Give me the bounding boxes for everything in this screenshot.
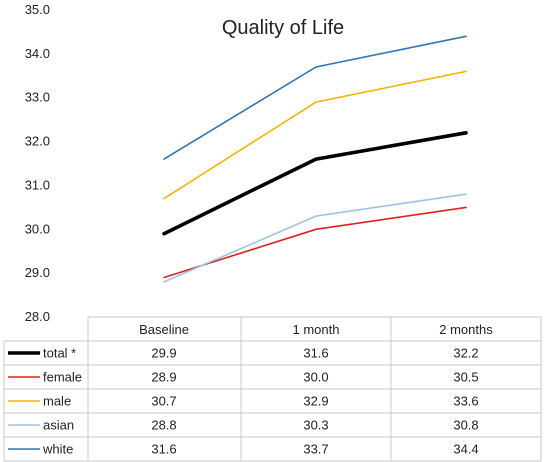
category-header: Baseline (139, 322, 189, 337)
data-table: Baseline 1 month 2 months total * 29.9 31.6 32… (3, 316, 542, 462)
y-tick-label: 29.0 (25, 265, 50, 280)
data-label: 33.7 (303, 442, 328, 457)
data-label: 32.9 (303, 394, 328, 409)
data-label: 29.9 (151, 346, 176, 361)
data-label: 32.2 (453, 346, 478, 361)
series-line-asian (163, 193, 467, 283)
data-label: 30.0 (303, 370, 328, 385)
y-axis-ticks: 35.0 34.0 33.0 32.0 31.0 30.0 29.0 28.0 (25, 2, 50, 324)
data-label: 34.4 (453, 442, 478, 457)
y-tick-label: 35.0 (25, 2, 50, 17)
legend-label-white: white (42, 442, 73, 457)
data-label: 30.5 (453, 370, 478, 385)
y-tick-label: 31.0 (25, 177, 50, 192)
data-label: 31.6 (303, 346, 328, 361)
data-label: 28.8 (151, 418, 176, 433)
category-header: 2 months (439, 322, 493, 337)
data-label: 31.6 (151, 442, 176, 457)
series-line-female (163, 206, 467, 279)
legend-label-asian: asian (43, 418, 74, 433)
category-header: 1 month (293, 322, 340, 337)
series-line-male (163, 70, 467, 200)
series-line-total (162, 131, 468, 236)
y-tick-label: 34.0 (25, 46, 50, 61)
legend-label-total: total * (43, 346, 76, 361)
legend-label-female: female (43, 370, 82, 385)
data-label: 28.9 (151, 370, 176, 385)
series-lines (162, 35, 468, 283)
data-label: 30.7 (151, 394, 176, 409)
y-tick-label: 33.0 (25, 90, 50, 105)
y-tick-label: 30.0 (25, 221, 50, 236)
y-tick-label: 28.0 (25, 309, 50, 324)
data-label: 30.8 (453, 418, 478, 433)
legend-label-male: male (43, 394, 71, 409)
data-label: 33.6 (453, 394, 478, 409)
data-label: 30.3 (303, 418, 328, 433)
y-tick-label: 32.0 (25, 134, 50, 149)
chart-title: Quality of Life (222, 17, 344, 39)
series-line-white (163, 35, 467, 160)
